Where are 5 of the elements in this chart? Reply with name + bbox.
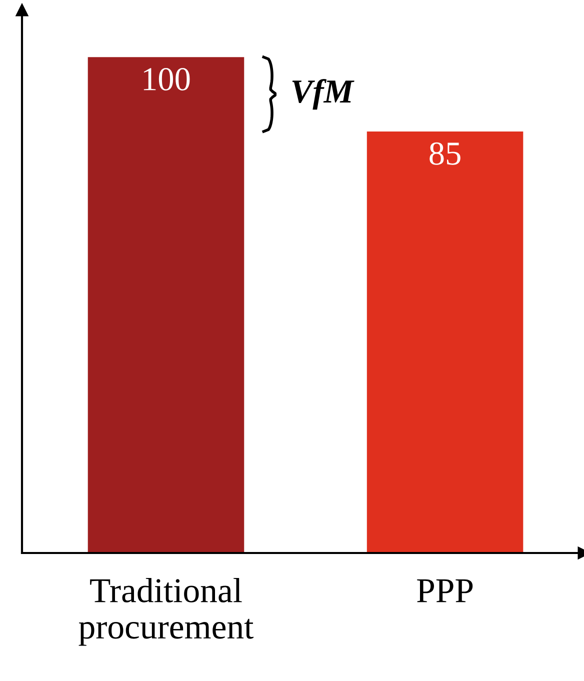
- x-tick-label: Traditional procurement: [78, 578, 254, 646]
- x-tick-label: PPP: [417, 579, 473, 602]
- data-label: 85: [430, 142, 460, 165]
- annotation: VfM: [292, 79, 354, 110]
- data-label: 100: [144, 68, 190, 90]
